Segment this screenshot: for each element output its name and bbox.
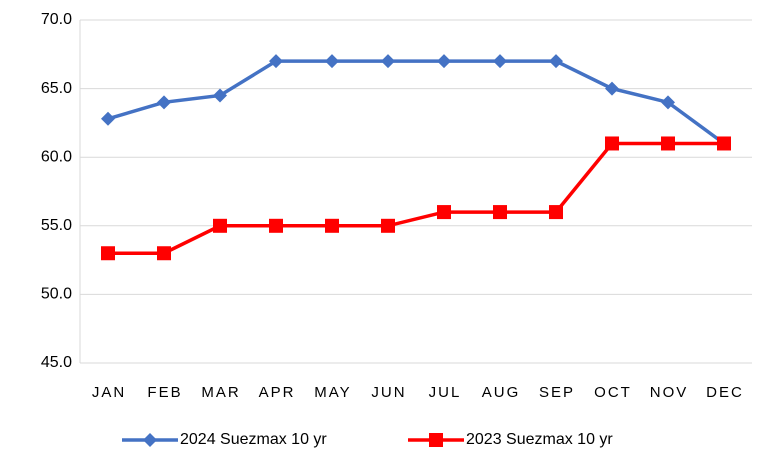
marker — [605, 81, 619, 96]
x-tick-label: APR — [259, 384, 296, 401]
y-tick-label: 60.0 — [41, 148, 72, 165]
marker — [549, 205, 563, 220]
marker — [157, 95, 171, 110]
x-tick-label: AUG — [482, 384, 521, 401]
marker — [661, 95, 675, 110]
x-tick-label: DEC — [706, 384, 744, 401]
marker — [717, 136, 731, 151]
marker — [605, 136, 619, 151]
legend-label: 2023 Suezmax 10 yr — [466, 431, 613, 448]
marker — [101, 111, 115, 126]
x-tick-label: NOV — [650, 384, 689, 401]
marker — [437, 205, 451, 220]
marker — [381, 218, 395, 233]
x-tick-label: MAR — [201, 384, 240, 401]
marker — [325, 54, 339, 69]
x-tick-label: FEB — [147, 384, 182, 401]
marker — [437, 54, 451, 69]
y-tick-label: 50.0 — [41, 286, 72, 303]
legend-label: 2024 Suezmax 10 yr — [180, 431, 327, 448]
marker — [325, 218, 339, 233]
x-tick-label: MAY — [314, 384, 351, 401]
marker — [101, 246, 115, 261]
x-tick-label: OCT — [594, 384, 632, 401]
series-line — [108, 141, 724, 255]
x-tick-label: JUN — [371, 384, 406, 401]
marker — [269, 54, 283, 69]
marker — [493, 54, 507, 69]
x-tick-label: SEP — [539, 384, 575, 401]
y-tick-label: 65.0 — [41, 80, 72, 97]
marker — [381, 54, 395, 69]
marker — [661, 136, 675, 151]
x-tick-label: JUL — [429, 384, 462, 401]
marker — [143, 433, 157, 447]
marker — [157, 246, 171, 261]
marker — [549, 54, 563, 69]
x-tick-label: JAN — [92, 384, 126, 401]
series-line — [107, 59, 726, 145]
marker — [493, 205, 507, 220]
y-tick-label: 70.0 — [41, 11, 72, 28]
marker — [213, 88, 227, 103]
y-tick-label: 45.0 — [41, 354, 72, 371]
marker — [269, 218, 283, 233]
y-tick-label: 55.0 — [41, 217, 72, 234]
marker — [429, 433, 443, 447]
marker — [213, 218, 227, 233]
